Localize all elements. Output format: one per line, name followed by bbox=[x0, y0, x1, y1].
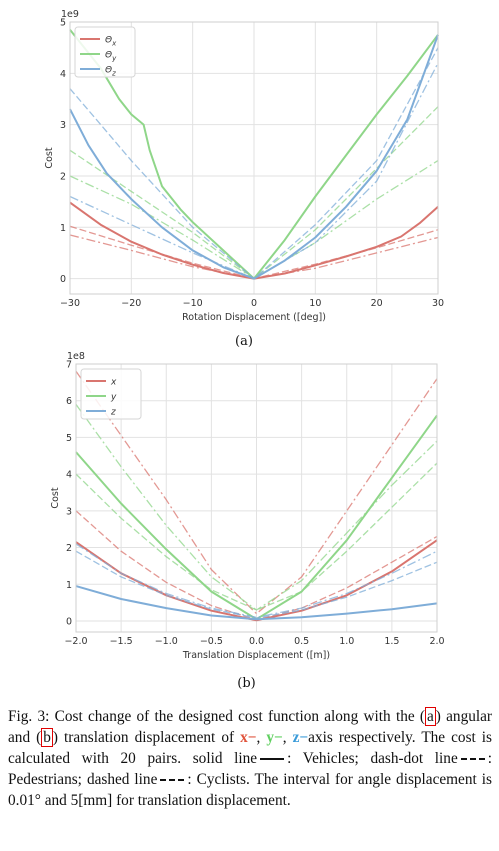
x-tick-label: −20 bbox=[121, 298, 141, 309]
series-y-solid bbox=[69, 29, 439, 280]
caption-text-3: ) translation displacement of bbox=[52, 729, 235, 746]
series-z-dashed bbox=[75, 550, 438, 619]
y-tick-label: 7 bbox=[66, 360, 72, 371]
legend-entry-label: y bbox=[110, 393, 117, 403]
solid-line-icon bbox=[260, 758, 285, 761]
legend-entry-label: Θz bbox=[105, 66, 116, 78]
x-tick-label: −2.0 bbox=[64, 636, 87, 647]
subfigure-label: (b) bbox=[237, 676, 255, 691]
x-tick-label: 0.0 bbox=[249, 636, 264, 647]
caption-text-2: ) angular and ( bbox=[8, 708, 493, 746]
y-tick-label: 2 bbox=[66, 543, 72, 554]
x-tick-label: −1.0 bbox=[155, 636, 178, 647]
y-tick-label: 2 bbox=[60, 171, 66, 182]
series-x-dashdot bbox=[75, 370, 438, 615]
dashed-line-icon bbox=[160, 779, 185, 782]
x-tick-label: 10 bbox=[309, 298, 321, 309]
caption-z-axis: z− bbox=[292, 729, 309, 746]
plot-frame bbox=[75, 363, 438, 633]
y-tick-label: 5 bbox=[66, 433, 72, 444]
plot-frame bbox=[69, 21, 439, 295]
y-tick-label: 5 bbox=[60, 18, 66, 29]
series-y-dashed bbox=[75, 462, 438, 611]
caption-text-4: axis respectively. The cost is calculate… bbox=[8, 729, 493, 767]
x-tick-label: 1.5 bbox=[384, 636, 399, 647]
caption-x-axis: x− bbox=[240, 729, 257, 746]
chart-b: −2.0 −1.5 −1.0 −0.5 0.0 0.5 1.0 1.5 2.0 0 1 2 3 4 5 6 71… bbox=[50, 351, 445, 691]
x-tick-label: 30 bbox=[432, 298, 444, 309]
x-tick-label: 2.0 bbox=[429, 636, 444, 647]
x-tick-label: −0.5 bbox=[200, 636, 223, 647]
series-z-dashdot bbox=[69, 62, 439, 280]
series-z-solid bbox=[75, 585, 438, 621]
y-tick-label: 4 bbox=[66, 470, 72, 481]
y-tick-label: 0 bbox=[60, 274, 66, 285]
caption-text-6: : Pedestrians; dashed line bbox=[8, 750, 492, 788]
y-axis-label: Cost bbox=[44, 147, 55, 168]
x-tick-label: −30 bbox=[60, 298, 80, 309]
caption-y-axis: y− bbox=[266, 729, 283, 746]
dash-dot-line-icon bbox=[460, 758, 485, 761]
series-y-dashdot bbox=[75, 404, 438, 611]
x-tick-label: −1.5 bbox=[110, 636, 133, 647]
y-tick-label: 6 bbox=[66, 396, 72, 407]
x-tick-label: 0 bbox=[251, 298, 257, 309]
caption-ref-b[interactable]: b bbox=[41, 728, 53, 747]
y-tick-label: 4 bbox=[60, 69, 66, 80]
scale-note: 1e8 bbox=[67, 351, 85, 362]
caption-sep-1: , bbox=[256, 729, 261, 746]
figure-caption: Fig. 3: Cost change of the designed cost… bbox=[8, 706, 492, 811]
caption-sep-2: , bbox=[282, 729, 287, 746]
series-z-solid bbox=[69, 34, 439, 280]
caption-ref-a[interactable]: a bbox=[424, 707, 436, 726]
x-axis-label: Translation Displacement ([m]) bbox=[182, 650, 330, 661]
x-axis-label: Rotation Displacement ([deg]) bbox=[182, 312, 326, 323]
x-tick-label: −10 bbox=[183, 298, 203, 309]
caption-fig-label: Fig. 3: bbox=[8, 708, 50, 725]
legend: xyz bbox=[80, 368, 142, 420]
x-tick-label: 20 bbox=[371, 298, 383, 309]
x-tick-label: 1.0 bbox=[339, 636, 354, 647]
series-z-dashed bbox=[69, 47, 439, 280]
y-tick-label: 1 bbox=[60, 223, 66, 234]
legend-entry-label: z bbox=[110, 408, 116, 418]
x-tick-label: 0.5 bbox=[294, 636, 309, 647]
subfigure-label: (a) bbox=[235, 334, 253, 349]
y-tick-label: 1 bbox=[66, 580, 72, 591]
series-z-dashdot bbox=[75, 543, 438, 618]
y-tick-label: 0 bbox=[66, 616, 72, 627]
scale-note: 1e9 bbox=[61, 9, 79, 20]
y-axis-label: Cost bbox=[50, 487, 61, 508]
y-tick-label: 3 bbox=[60, 120, 66, 131]
caption-text-7: : Cyclists. The interval for angle displ… bbox=[8, 771, 492, 809]
y-tick-label: 3 bbox=[66, 506, 72, 517]
caption-text-1: Cost change of the designed cost functio… bbox=[54, 708, 425, 725]
caption-text-5: : Vehicles; dash-dot line bbox=[287, 750, 458, 767]
legend-entry-label: x bbox=[110, 378, 117, 388]
